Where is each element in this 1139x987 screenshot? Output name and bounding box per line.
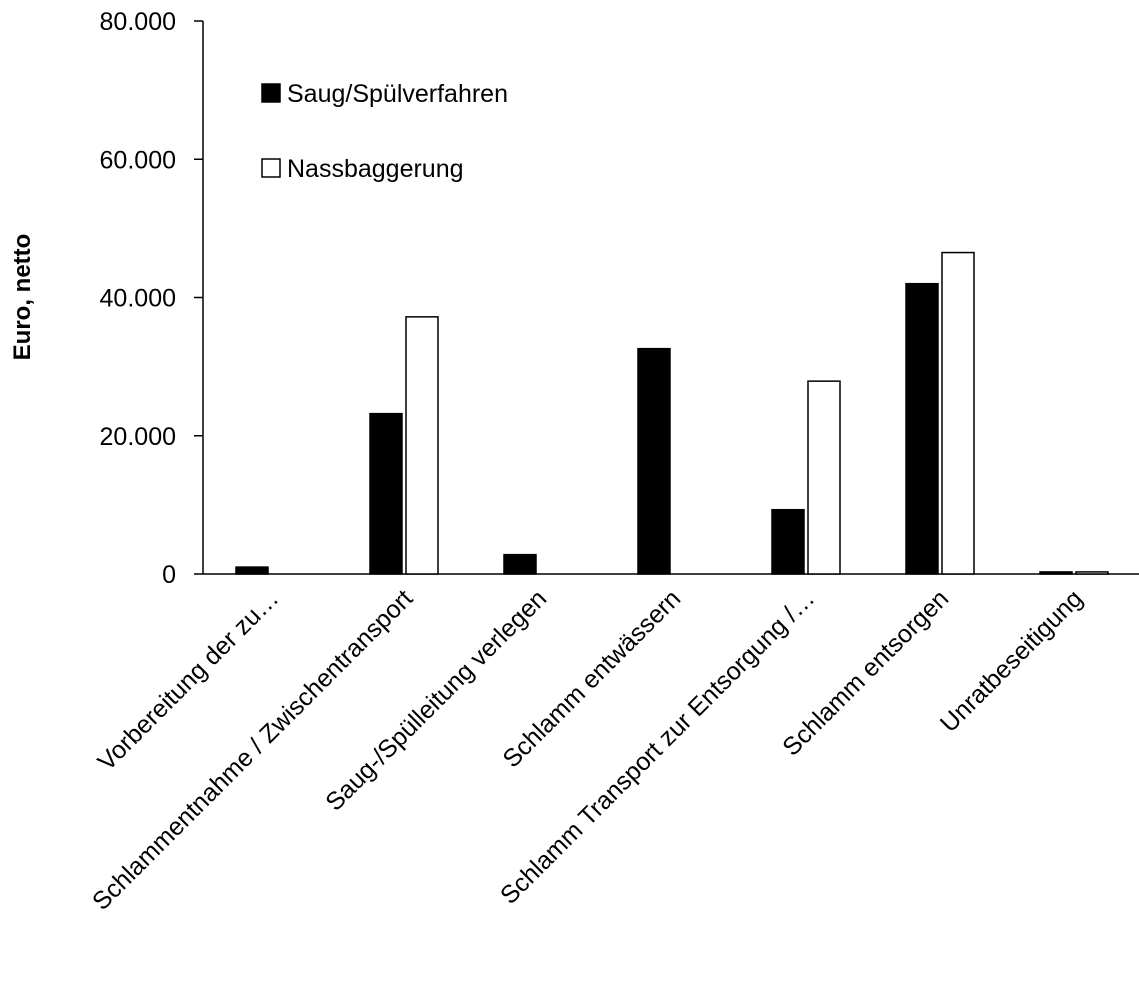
category-label-4: Schlamm Transport zur Entsorgung /…	[495, 584, 820, 909]
category-label-6: Unratbeseitigung	[935, 584, 1088, 737]
bar-saug-2	[503, 553, 537, 575]
bar-saug-1	[369, 412, 403, 575]
bar-saug-0	[235, 566, 269, 575]
bar-nass-6	[1075, 571, 1109, 575]
bar-saug-3	[637, 347, 671, 575]
legend-swatch-1	[261, 158, 281, 178]
bar-nass-4	[807, 380, 841, 575]
y-tick-label-4: 80.000	[100, 8, 176, 36]
bar-nass-1	[405, 316, 439, 575]
y-tick-label-3: 60.000	[100, 146, 176, 174]
legend-swatch-0	[261, 83, 281, 103]
y-tick-label-0: 0	[162, 561, 176, 589]
y-tick-label-2: 40.000	[100, 285, 176, 313]
bar-saug-4	[771, 508, 805, 575]
bar-saug-6	[1039, 571, 1073, 575]
legend-label-0: Saug/Spülverfahren	[287, 80, 508, 108]
bar-saug-5	[905, 282, 939, 575]
category-label-2: Saug-/Spülleitung verlegen	[320, 584, 552, 816]
bar-nass-5	[941, 251, 975, 575]
y-axis-label: Euro, netto	[9, 234, 36, 361]
y-tick-label-1: 20.000	[100, 423, 176, 451]
legend-label-1: Nassbaggerung	[287, 155, 464, 183]
